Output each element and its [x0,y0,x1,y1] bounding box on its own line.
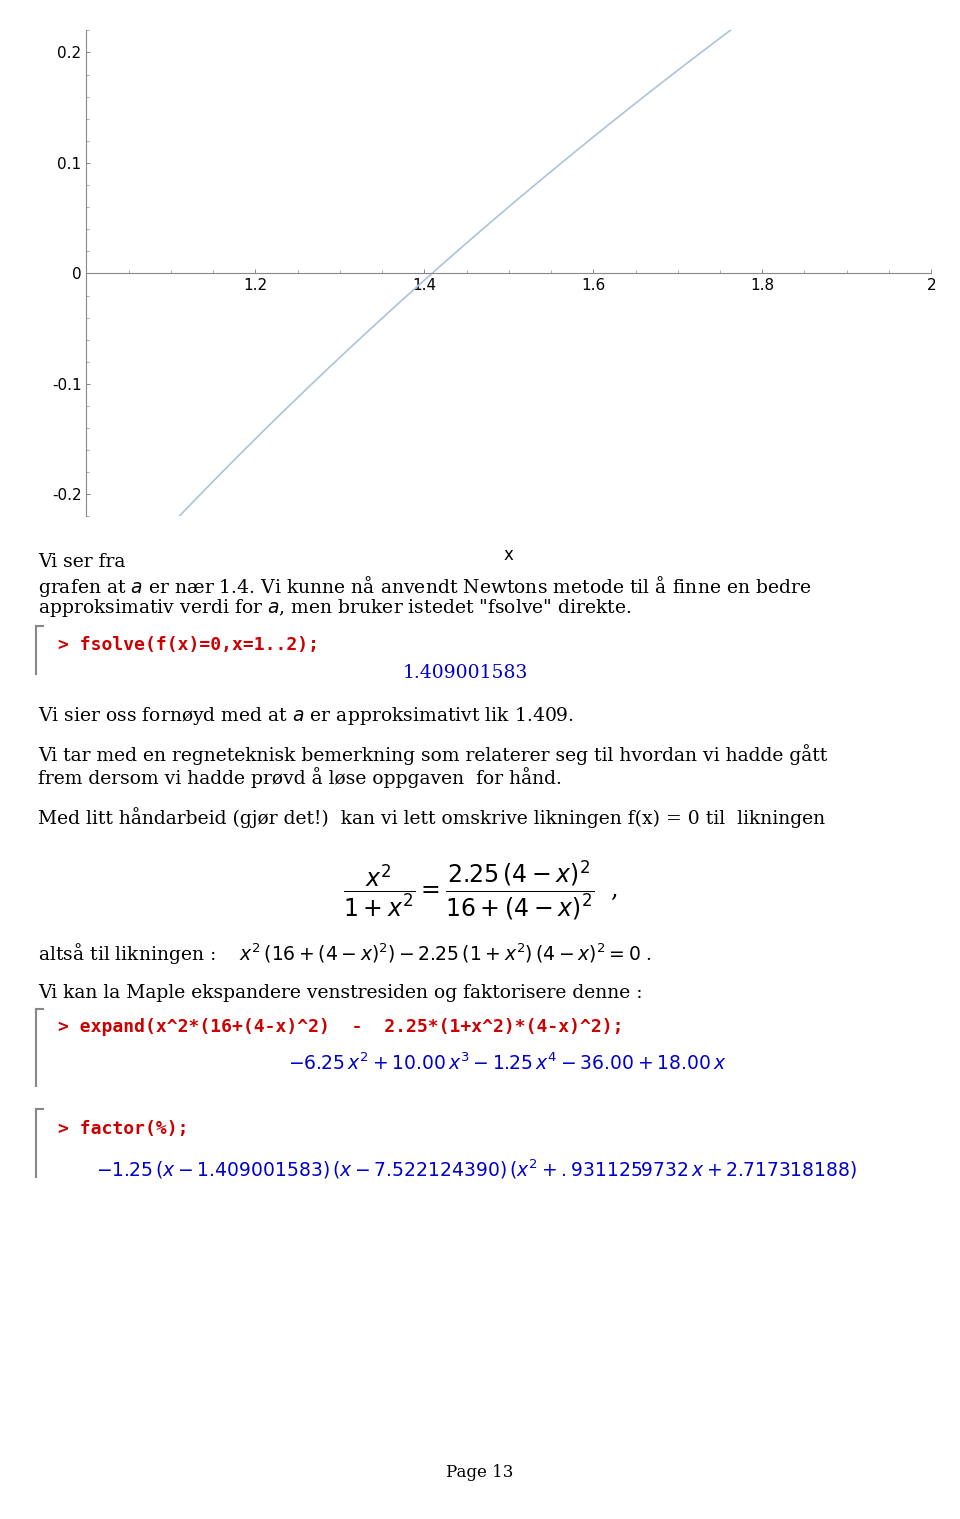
Text: Med litt håndarbeid (gjør det!)  kan vi lett omskrive likningen f(x) = 0 til  li: Med litt håndarbeid (gjør det!) kan vi l… [38,807,826,828]
Text: Vi sier oss fornøyd med at $a$ er approksimativt lik 1.409.: Vi sier oss fornøyd med at $a$ er approk… [38,705,574,726]
Text: > fsolve(f(x)=0,x=1..2);: > fsolve(f(x)=0,x=1..2); [58,636,319,655]
Text: Vi ser fra: Vi ser fra [38,553,126,571]
Text: $-6.25\,x^2 + 10.00\,x^3 - 1.25\,x^4 - 36.00 + 18.00\,x$: $-6.25\,x^2 + 10.00\,x^3 - 1.25\,x^4 - 3… [288,1053,727,1074]
Text: Page 13: Page 13 [446,1464,514,1481]
X-axis label: x: x [504,545,514,564]
Text: > expand(x^2*(16+(4-x)^2)  -  2.25*(1+x^2)*(4-x)^2);: > expand(x^2*(16+(4-x)^2) - 2.25*(1+x^2)… [58,1018,623,1036]
Text: Vi tar med en regneteknisk bemerkning som relaterer seg til hvordan vi hadde gåt: Vi tar med en regneteknisk bemerkning so… [38,744,828,766]
Text: altså til likningen :    $x^2\,(16+(4-x)^2) - 2.25\,(1+x^2)\,(4-x)^2 = 0$ .: altså til likningen : $x^2\,(16+(4-x)^2)… [38,942,653,968]
Text: Vi kan la Maple ekspandere venstresiden og faktorisere denne :: Vi kan la Maple ekspandere venstresiden … [38,984,643,1003]
Text: 1.409001583: 1.409001583 [403,664,529,682]
Text: grafen at $a$ er nær 1.4. Vi kunne nå anvendt Newtons metode til å finne en bedr: grafen at $a$ er nær 1.4. Vi kunne nå an… [38,574,812,598]
Text: approksimativ verdi for $a$, men bruker istedet "fsolve" direkte.: approksimativ verdi for $a$, men bruker … [38,597,632,618]
Text: > factor(%);: > factor(%); [58,1120,188,1138]
Text: frem dersom vi hadde prøvd å løse oppgaven  for hånd.: frem dersom vi hadde prøvd å løse oppgav… [38,767,563,788]
Text: $\dfrac{x^2}{1+x^2} = \dfrac{2.25\,(4-x)^2}{16+(4-x)^2}$  ,: $\dfrac{x^2}{1+x^2} = \dfrac{2.25\,(4-x)… [343,858,617,922]
Text: $-1.25\,(x - 1.409001583)\,(x - 7.522124390)\,(x^2 + .9311259732\,x + 2.71731818: $-1.25\,(x - 1.409001583)\,(x - 7.522124… [96,1157,857,1180]
